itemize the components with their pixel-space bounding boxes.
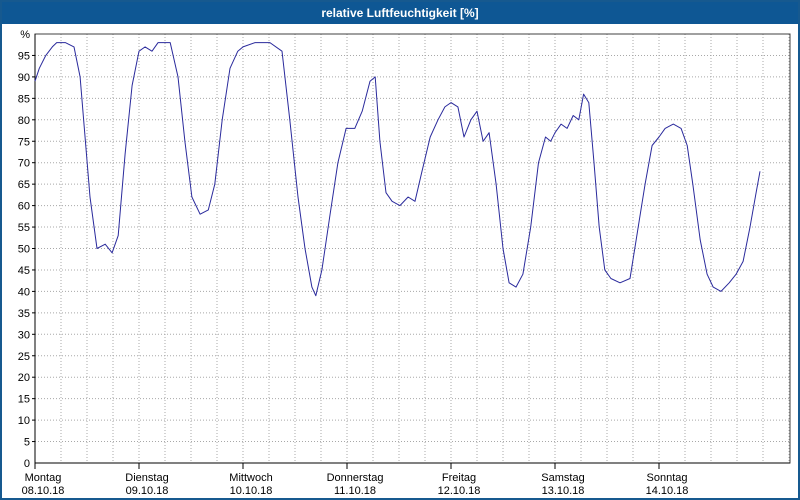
y-axis-unit-label: % [20, 29, 30, 41]
y-tick-label: 45 [18, 265, 30, 277]
x-day-name: Mittwoch [229, 472, 272, 484]
x-day-name: Montag [25, 472, 62, 484]
y-tick-label: 95 [18, 50, 30, 62]
grid-lines [35, 34, 790, 463]
x-day-name: Freitag [442, 472, 476, 484]
y-tick-label: 25 [18, 351, 30, 363]
y-tick-label: 65 [18, 179, 30, 191]
x-day-date: 14.10.18 [646, 485, 689, 497]
x-day-name: Dienstag [125, 472, 168, 484]
x-day-date: 10.10.18 [230, 485, 273, 497]
x-day-date: 11.10.18 [334, 485, 376, 497]
y-tick-label: 40 [18, 286, 30, 298]
chart-title: relative Luftfeuchtigkeit [%] [321, 6, 479, 20]
y-tick-label: 85 [18, 93, 30, 105]
y-tick-label: 35 [18, 308, 30, 320]
y-tick-label: 55 [18, 222, 30, 234]
y-tick-label: 30 [18, 329, 30, 341]
y-tick-label: 70 [18, 158, 30, 170]
humidity-chart: 5101520253035404550556065707580859095%0M… [2, 24, 798, 498]
y-tick-label: 10 [18, 415, 30, 427]
y-tick-label: 20 [18, 372, 30, 384]
x-day-name: Donnerstag [327, 472, 384, 484]
y-tick-label: 75 [18, 136, 30, 148]
y-tick-label: 80 [18, 115, 30, 127]
y-tick-label: 60 [18, 201, 30, 213]
title-bar: relative Luftfeuchtigkeit [%] [2, 2, 798, 24]
y-axis-labels: 5 10 15 20 25 30 35 40 45 50 55 60 65 70 75 80 85 90 95% 0 [18, 29, 35, 470]
x-day-date: 09.10.18 [126, 485, 169, 497]
x-day-date: 08.10.18 [22, 485, 65, 497]
chart-area: 5 10 15 20 25 30 35 40 45 50 55 60 65 70 75 80 85 90 95% 0 M… [2, 24, 798, 498]
plot-background [2, 24, 798, 498]
y-tick-label-zero: 0 [24, 458, 30, 470]
x-day-name: Sonntag [647, 472, 688, 484]
series-lines [34, 42, 761, 297]
x-day-date: 13.10.18 [542, 485, 585, 497]
x-day-name: Samstag [541, 472, 584, 484]
y-tick-label: 90 [18, 72, 30, 84]
y-tick-label: 50 [18, 244, 30, 256]
x-day-date: 12.10.18 [438, 485, 481, 497]
y-tick-label: 5 [24, 437, 30, 449]
humidity-line [34, 42, 761, 297]
y-tick-label: 15 [18, 394, 30, 406]
